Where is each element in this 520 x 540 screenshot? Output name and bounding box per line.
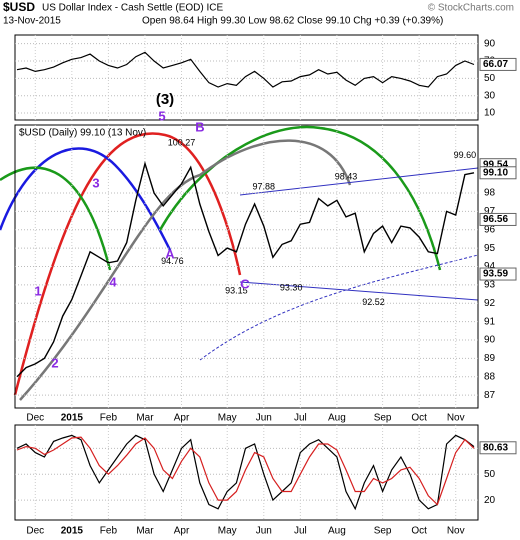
y-tick-label: 30 xyxy=(484,90,496,101)
trend-lower xyxy=(239,281,479,301)
value-tag-label: 80.63 xyxy=(483,442,508,453)
y-tick-label: 94 xyxy=(484,261,496,272)
green-arc xyxy=(158,125,442,271)
x-tick-label: Sep xyxy=(374,413,392,424)
legend: $USD (Daily) 99.10 (13 Nov) xyxy=(19,128,146,139)
price-annotation: 93.15 xyxy=(225,285,248,295)
y-tick-label: 88 xyxy=(484,371,496,382)
date: 13-Nov-2015 xyxy=(3,16,61,27)
wave-label: A xyxy=(165,246,175,261)
x-tick-label: 2015 xyxy=(61,526,84,537)
index-name: US Dollar Index - Cash Settle (EOD) ICE xyxy=(42,3,223,14)
y-tick-label: 92 xyxy=(484,298,496,309)
gray-arc xyxy=(19,139,352,401)
wave-label: 2 xyxy=(51,355,58,370)
value-tag xyxy=(479,166,517,180)
wave-label: 4 xyxy=(109,274,117,289)
x-tick-label: Nov xyxy=(447,413,465,424)
value-tag-label: 99.54 xyxy=(483,159,508,170)
series-line xyxy=(16,161,475,378)
trend-upper xyxy=(239,167,479,196)
x-tick-label: Aug xyxy=(328,413,346,424)
y-tick-label: 91 xyxy=(484,316,496,327)
price-annotation: 97.88 xyxy=(253,182,276,192)
y-tick-label: 89 xyxy=(484,353,496,364)
x-tick-label: Sep xyxy=(374,526,392,537)
y-tick-label: 97 xyxy=(484,206,496,217)
x-tick-label: Dec xyxy=(26,526,44,537)
x-tick-label: Apr xyxy=(174,526,190,537)
price-annotation: 98.43 xyxy=(335,171,358,181)
price-annotation: 93.30 xyxy=(280,283,303,293)
wave-label: (3) xyxy=(156,91,174,108)
trend-dashed xyxy=(199,254,479,361)
y-tick-label: 87 xyxy=(484,390,496,401)
x-tick-label: Feb xyxy=(100,526,118,537)
y-tick-label: 95 xyxy=(484,243,496,254)
x-tick-label: Aug xyxy=(328,526,346,537)
green-arc-left xyxy=(0,166,112,271)
price-annotation: 92.52 xyxy=(362,297,385,307)
wave-label: 3 xyxy=(92,175,99,190)
x-tick-label: Apr xyxy=(174,413,190,424)
series-line xyxy=(16,51,475,88)
x-tick-label: Dec xyxy=(26,413,44,424)
y-tick-label: 20 xyxy=(484,495,496,506)
x-tick-label: May xyxy=(218,526,237,537)
y-tick-label: 90 xyxy=(484,335,496,346)
price-annotation: 100.27 xyxy=(168,138,196,148)
y-tick-label: 50 xyxy=(484,469,496,480)
value-tag xyxy=(479,57,517,71)
quote: Open 98.64 High 99.30 Low 98.62 Close 99… xyxy=(142,16,443,27)
value-tag xyxy=(479,267,517,281)
x-tick-label: Jul xyxy=(294,526,307,537)
series-line xyxy=(16,434,475,511)
y-tick-label: 93 xyxy=(484,280,496,291)
wave-label: 1 xyxy=(34,283,41,298)
y-tick-label: 96 xyxy=(484,224,496,235)
symbol: $USD xyxy=(3,0,35,14)
y-tick-label: 98 xyxy=(484,188,496,199)
wave-label: C xyxy=(240,276,250,291)
x-tick-label: May xyxy=(218,413,237,424)
x-tick-label: Jun xyxy=(256,526,272,537)
credit: © StockCharts.com xyxy=(428,3,514,14)
value-tag-label: 96.56 xyxy=(483,214,508,225)
value-tag-label: 66.07 xyxy=(483,59,508,70)
red-arc xyxy=(13,132,242,396)
y-tick-label: 90 xyxy=(484,38,496,49)
y-tick-label: 10 xyxy=(484,108,496,119)
x-tick-label: Oct xyxy=(411,413,427,424)
value-tag xyxy=(479,441,517,455)
x-tick-label: Jun xyxy=(256,413,272,424)
wave-label: 5 xyxy=(158,108,165,123)
series-line xyxy=(16,436,475,506)
panel-frame xyxy=(14,34,479,121)
x-tick-label: Mar xyxy=(136,526,154,537)
x-tick-label: 2015 xyxy=(61,413,84,424)
price-annotation: 99.60 xyxy=(454,150,477,160)
x-tick-label: Nov xyxy=(447,526,465,537)
value-tag-label: 93.59 xyxy=(483,269,508,280)
value-tag-label: 99.10 xyxy=(483,167,508,178)
blue-arc xyxy=(0,147,172,251)
value-tag xyxy=(479,212,517,226)
price-annotation: 94.76 xyxy=(161,256,184,266)
panel-frame xyxy=(14,424,479,521)
wave-label: B xyxy=(195,119,204,134)
x-tick-label: Mar xyxy=(136,413,154,424)
x-tick-label: Feb xyxy=(100,413,118,424)
x-tick-label: Jul xyxy=(294,413,307,424)
x-tick-label: Oct xyxy=(411,526,427,537)
y-tick-label: 50 xyxy=(484,73,496,84)
